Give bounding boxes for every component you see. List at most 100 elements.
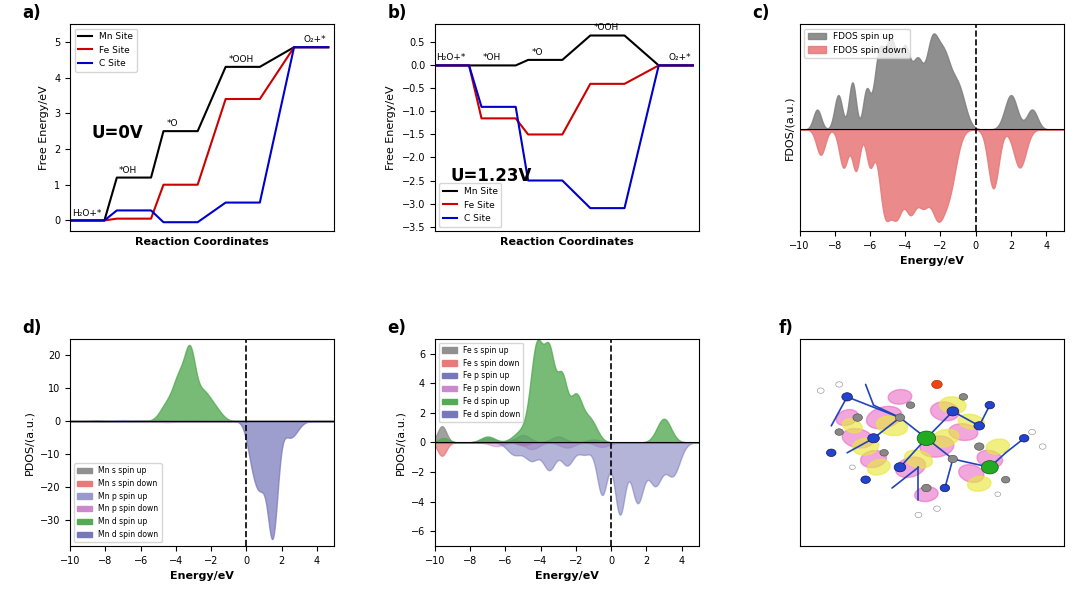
C Site	[556, 177, 569, 184]
Ellipse shape	[861, 451, 887, 467]
C Site	[145, 207, 158, 214]
Fe Site	[510, 115, 523, 122]
Circle shape	[1001, 476, 1010, 483]
C Site	[219, 199, 232, 206]
X-axis label: Reaction Coordinates: Reaction Coordinates	[135, 236, 269, 247]
Mn Site	[652, 62, 665, 69]
Circle shape	[995, 492, 1001, 496]
Ellipse shape	[931, 430, 959, 447]
Y-axis label: Free Energy/eV: Free Energy/eV	[39, 85, 49, 170]
Legend: Fe s spin up, Fe s spin down, Fe p spin up, Fe p spin down, Fe d spin up, Fe d s: Fe s spin up, Fe s spin down, Fe p spin …	[438, 343, 524, 422]
Y-axis label: PDOS/(a.u.): PDOS/(a.u.)	[25, 410, 35, 475]
Mn Site	[98, 217, 111, 224]
C Site	[429, 62, 442, 69]
Text: *OH: *OH	[119, 166, 137, 175]
Circle shape	[826, 449, 836, 457]
Circle shape	[948, 455, 958, 463]
Text: e): e)	[388, 319, 406, 337]
Fe Site	[522, 131, 535, 138]
Y-axis label: FDOS/(a.u.): FDOS/(a.u.)	[784, 95, 794, 160]
Ellipse shape	[836, 410, 859, 425]
Line: Mn Site: Mn Site	[435, 35, 693, 65]
Ellipse shape	[915, 487, 939, 502]
Text: c): c)	[752, 4, 769, 22]
Text: d): d)	[23, 319, 42, 337]
X-axis label: Reaction Coordinates: Reaction Coordinates	[500, 236, 634, 247]
Ellipse shape	[866, 406, 902, 429]
Mn Site	[687, 62, 700, 69]
Legend: Mn s spin up, Mn s spin down, Mn p spin up, Mn p spin down, Mn d spin up, Mn d s: Mn s spin up, Mn s spin down, Mn p spin …	[75, 463, 162, 542]
C Site	[191, 218, 204, 226]
Mn Site	[652, 62, 665, 69]
Mn Site	[429, 62, 442, 69]
Mn Site	[191, 128, 204, 135]
Ellipse shape	[877, 416, 907, 436]
Fe Site	[254, 95, 267, 103]
X-axis label: Energy/eV: Energy/eV	[171, 571, 234, 581]
Fe Site	[556, 131, 569, 138]
Mn Site	[522, 56, 535, 64]
C Site	[510, 103, 523, 110]
Circle shape	[841, 393, 852, 401]
C Site	[191, 218, 204, 226]
Fe Site	[687, 62, 700, 69]
Fe Site	[287, 44, 300, 51]
C Site	[652, 62, 665, 69]
Mn Site	[522, 56, 535, 64]
Fe Site	[510, 115, 523, 122]
Mn Site	[157, 128, 170, 135]
Circle shape	[835, 429, 843, 436]
Mn Site	[219, 63, 232, 70]
Mn Site	[322, 44, 335, 51]
Fe Site	[322, 44, 335, 51]
Mn Site	[157, 128, 170, 135]
C Site	[157, 218, 170, 226]
Fe Site	[191, 181, 204, 188]
Ellipse shape	[895, 457, 926, 478]
Fe Site	[462, 62, 475, 69]
Y-axis label: PDOS/(a.u.): PDOS/(a.u.)	[395, 410, 405, 475]
Ellipse shape	[959, 464, 984, 482]
C Site	[254, 199, 267, 206]
Mn Site	[462, 62, 475, 69]
Fe Site	[219, 95, 232, 103]
Circle shape	[940, 484, 949, 492]
Circle shape	[894, 463, 906, 472]
C Site	[652, 62, 665, 69]
Fe Site	[287, 44, 300, 51]
Fe Site	[556, 131, 569, 138]
C Site	[618, 205, 631, 212]
Mn Site	[145, 174, 158, 181]
Text: O₂+*: O₂+*	[303, 35, 326, 44]
Circle shape	[932, 380, 942, 389]
Mn Site	[556, 56, 569, 64]
Mn Site	[254, 63, 267, 70]
Mn Site	[584, 32, 597, 39]
C Site	[254, 199, 267, 206]
Text: *O: *O	[166, 119, 178, 128]
Fe Site	[254, 95, 267, 103]
C Site	[522, 177, 535, 184]
Text: b): b)	[388, 4, 407, 22]
Text: H₂O+*: H₂O+*	[71, 209, 102, 218]
Ellipse shape	[842, 428, 873, 448]
Circle shape	[921, 484, 931, 492]
Ellipse shape	[920, 436, 954, 457]
Fe Site	[584, 80, 597, 88]
Fe Site	[618, 80, 631, 88]
Ellipse shape	[958, 414, 984, 429]
Mn Site	[475, 62, 488, 69]
Mn Site	[462, 62, 475, 69]
X-axis label: Energy/eV: Energy/eV	[535, 571, 599, 581]
Line: C Site: C Site	[70, 47, 328, 222]
Circle shape	[985, 401, 995, 409]
Line: Mn Site: Mn Site	[70, 47, 328, 220]
Fe Site	[98, 217, 111, 224]
Text: a): a)	[23, 4, 41, 22]
Circle shape	[982, 461, 998, 474]
C Site	[287, 44, 300, 51]
Circle shape	[850, 465, 855, 470]
C Site	[584, 205, 597, 212]
Circle shape	[947, 407, 959, 416]
Ellipse shape	[842, 419, 862, 433]
